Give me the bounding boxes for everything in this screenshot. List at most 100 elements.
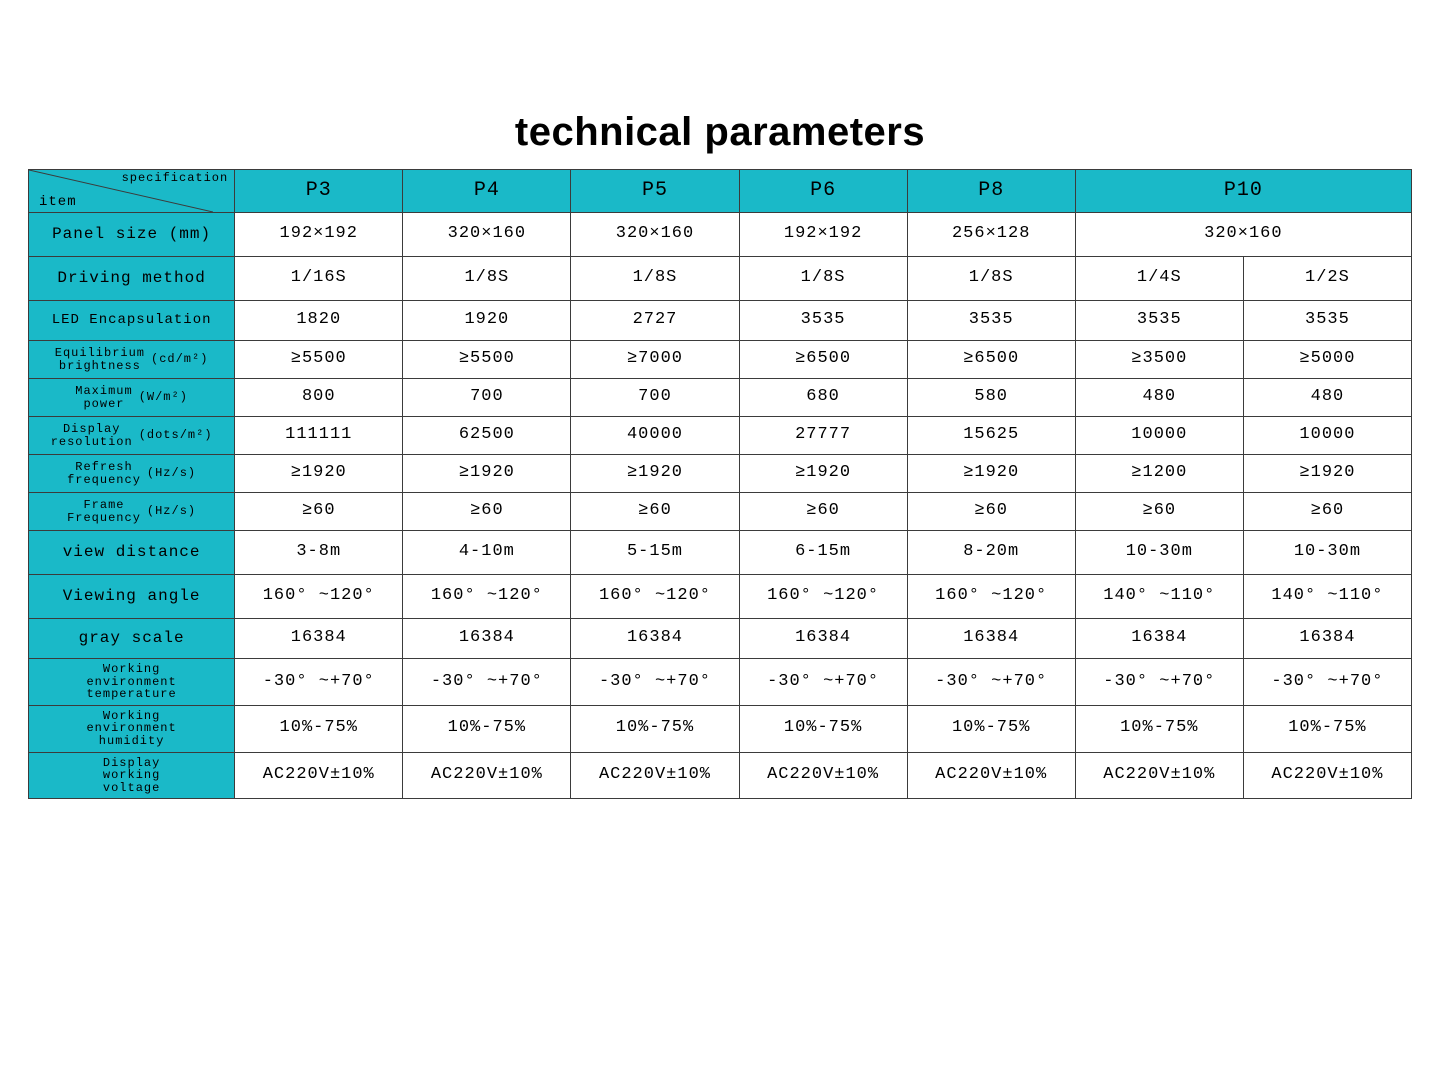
- cell: ≥6500: [739, 341, 907, 379]
- cell: 2727: [571, 301, 739, 341]
- column-header: P3: [235, 170, 403, 213]
- cell: 16384: [235, 619, 403, 659]
- table-row: Workingenvironmenttemperature-30° ~+70°-…: [29, 659, 1412, 706]
- table-row: Maximumpower(W/m²)800700700680580480480: [29, 379, 1412, 417]
- cell: 27777: [739, 417, 907, 455]
- cell: -30° ~+70°: [907, 659, 1075, 706]
- cell: -30° ~+70°: [1243, 659, 1411, 706]
- cell: ≥60: [571, 493, 739, 531]
- column-header: P6: [739, 170, 907, 213]
- table-row: FrameFrequency(Hz/s)≥60≥60≥60≥60≥60≥60≥6…: [29, 493, 1412, 531]
- table-row: Refreshfrequency(Hz/s)≥1920≥1920≥1920≥19…: [29, 455, 1412, 493]
- cell: 1/8S: [907, 257, 1075, 301]
- cell: ≥60: [1075, 493, 1243, 531]
- cell: 580: [907, 379, 1075, 417]
- corner-cell: specificationitem: [29, 170, 235, 213]
- cell: ≥1920: [235, 455, 403, 493]
- cell: ≥1200: [1075, 455, 1243, 493]
- cell: 320×160: [1075, 213, 1411, 257]
- cell: 16384: [1075, 619, 1243, 659]
- cell: 160° ~120°: [907, 575, 1075, 619]
- cell: ≥6500: [907, 341, 1075, 379]
- cell: 16384: [907, 619, 1075, 659]
- row-label: Workingenvironmenttemperature: [29, 659, 235, 706]
- cell: 160° ~120°: [571, 575, 739, 619]
- cell: -30° ~+70°: [739, 659, 907, 706]
- row-label: Maximumpower(W/m²): [29, 379, 235, 417]
- cell: 111111: [235, 417, 403, 455]
- row-label: Driving method: [29, 257, 235, 301]
- row-label: gray scale: [29, 619, 235, 659]
- cell: 320×160: [571, 213, 739, 257]
- corner-bottom-label: item: [39, 195, 77, 210]
- table-row: Workingenvironmenthumidity 10%-75% 10%-75%…: [29, 705, 1412, 752]
- cell: AC220V±10%: [403, 752, 571, 799]
- cell: AC220V±10%: [571, 752, 739, 799]
- cell: 40000: [571, 417, 739, 455]
- cell: 1/16S: [235, 257, 403, 301]
- cell: 10%-75%: [1075, 705, 1243, 752]
- cell: 16384: [571, 619, 739, 659]
- table-row: view distance3-8m4-10m5-15m6-15m8-20m10-…: [29, 531, 1412, 575]
- table-row: Equilibriumbrightness(cd/m²)≥5500≥5500≥7…: [29, 341, 1412, 379]
- cell: 10000: [1075, 417, 1243, 455]
- cell: ≥1920: [571, 455, 739, 493]
- cell: 10%-75%: [571, 705, 739, 752]
- cell: 3535: [739, 301, 907, 341]
- cell: 140° ~110°: [1075, 575, 1243, 619]
- table-row: LED Encapsulation18201920272735353535353…: [29, 301, 1412, 341]
- row-label: Equilibriumbrightness(cd/m²): [29, 341, 235, 379]
- cell: 16384: [403, 619, 571, 659]
- cell: ≥1920: [739, 455, 907, 493]
- table-row: Driving method1/16S1/8S1/8S1/8S1/8S1/4S1…: [29, 257, 1412, 301]
- cell: ≥1920: [403, 455, 571, 493]
- cell: ≥1920: [1243, 455, 1411, 493]
- table-row: Panel size (mm)192×192320×160320×160192×…: [29, 213, 1412, 257]
- cell: 192×192: [235, 213, 403, 257]
- cell: 1/8S: [403, 257, 571, 301]
- cell: 320×160: [403, 213, 571, 257]
- table-row: DisplayworkingvoltageAC220V±10%AC220V±10…: [29, 752, 1412, 799]
- cell: 192×192: [739, 213, 907, 257]
- table-row: gray scale163841638416384163841638416384…: [29, 619, 1412, 659]
- cell: AC220V±10%: [739, 752, 907, 799]
- cell: ≥60: [1243, 493, 1411, 531]
- cell: ≥60: [907, 493, 1075, 531]
- cell: 160° ~120°: [403, 575, 571, 619]
- cell: 3535: [907, 301, 1075, 341]
- table-row: Viewing angle160° ~120°160° ~120°160° ~1…: [29, 575, 1412, 619]
- cell: 680: [739, 379, 907, 417]
- row-label: LED Encapsulation: [29, 301, 235, 341]
- column-header: P4: [403, 170, 571, 213]
- cell: AC220V±10%: [907, 752, 1075, 799]
- row-label: Refreshfrequency(Hz/s): [29, 455, 235, 493]
- cell: ≥60: [403, 493, 571, 531]
- cell: 700: [403, 379, 571, 417]
- cell: ≥5500: [403, 341, 571, 379]
- cell: ≥60: [739, 493, 907, 531]
- cell: ≥5000: [1243, 341, 1411, 379]
- cell: 160° ~120°: [739, 575, 907, 619]
- row-label: Displayworkingvoltage: [29, 752, 235, 799]
- cell: 1920: [403, 301, 571, 341]
- cell: 5-15m: [571, 531, 739, 575]
- row-label: view distance: [29, 531, 235, 575]
- cell: 1/8S: [739, 257, 907, 301]
- column-header: P8: [907, 170, 1075, 213]
- cell: -30° ~+70°: [235, 659, 403, 706]
- row-label: Workingenvironmenthumidity: [29, 705, 235, 752]
- cell: 480: [1243, 379, 1411, 417]
- cell: -30° ~+70°: [1075, 659, 1243, 706]
- cell: 10000: [1243, 417, 1411, 455]
- cell: 1820: [235, 301, 403, 341]
- cell: 1/8S: [571, 257, 739, 301]
- row-label: Viewing angle: [29, 575, 235, 619]
- cell: 3-8m: [235, 531, 403, 575]
- cell: 62500: [403, 417, 571, 455]
- cell: 256×128: [907, 213, 1075, 257]
- cell: 6-15m: [739, 531, 907, 575]
- table-header-row: specificationitemP3P4P5P6P8P10: [29, 170, 1412, 213]
- cell: 3535: [1243, 301, 1411, 341]
- cell: 1/4S: [1075, 257, 1243, 301]
- cell: 16384: [1243, 619, 1411, 659]
